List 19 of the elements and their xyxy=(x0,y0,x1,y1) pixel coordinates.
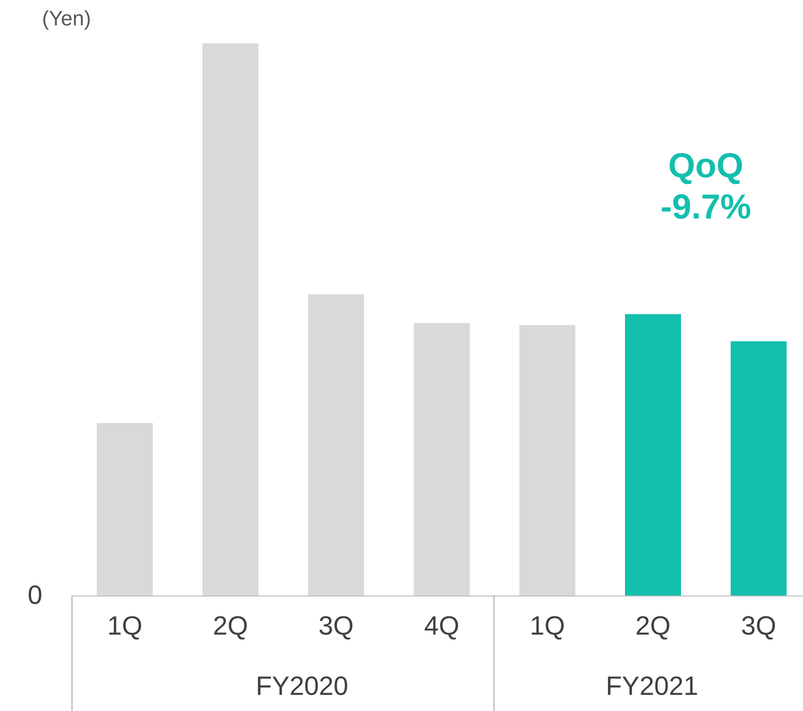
y-axis-title: (Yen) xyxy=(43,10,90,30)
x-tick-label: 1Q xyxy=(532,616,564,640)
text: FY2021 xyxy=(608,676,697,696)
text: 0 xyxy=(28,585,42,604)
x-tick-label: 3Q xyxy=(319,616,352,640)
bar xyxy=(308,294,364,596)
bar xyxy=(414,322,470,596)
text: FY2020 xyxy=(258,676,348,696)
bar xyxy=(625,314,681,596)
x-tick-label: 2Q xyxy=(636,616,670,640)
annotation: QoQ -9.7% xyxy=(662,153,750,219)
bar xyxy=(96,422,153,596)
x-tick-label: 2Q xyxy=(214,616,247,640)
bar xyxy=(202,43,258,596)
bar xyxy=(730,341,787,596)
bar xyxy=(519,325,576,596)
x-tick-label: 4Q xyxy=(424,616,458,640)
x-tick-label: 3Q xyxy=(742,616,775,640)
x-tick-label: 1Q xyxy=(109,616,142,640)
